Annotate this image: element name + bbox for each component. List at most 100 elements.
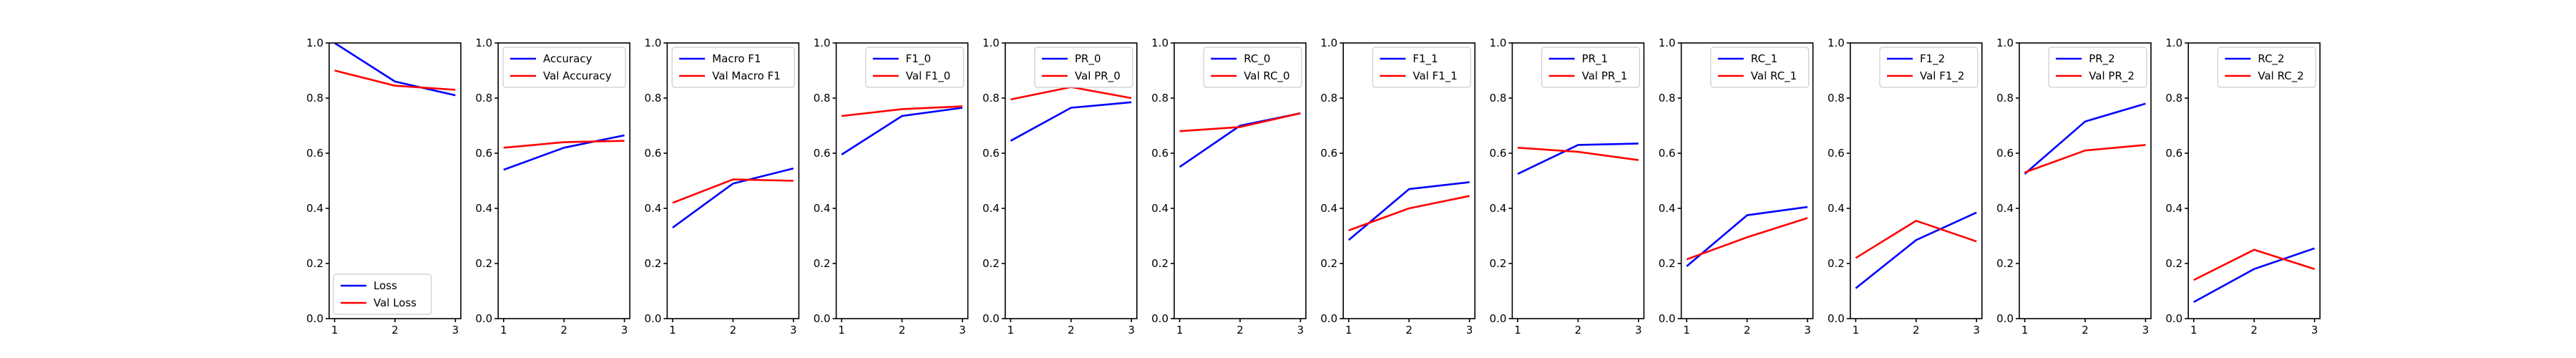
legend: PR_1 Val PR_1 (1541, 47, 1641, 88)
y-tick-label: 0.4 (475, 202, 492, 215)
legend-label: Val F1_2 (1920, 69, 1964, 83)
legend: PR_0 Val PR_0 (1034, 47, 1133, 88)
y-tick-label: 0.4 (645, 202, 662, 215)
y-tick-label: 0.2 (475, 257, 492, 270)
axes-frame (497, 42, 631, 319)
axes-frame (1680, 42, 1814, 319)
y-tick-label: 0.0 (1659, 312, 1676, 325)
y-tick-label: 0.4 (982, 202, 1000, 215)
legend-label: F1_0 (906, 52, 931, 66)
series-line-f1-2 (1855, 211, 1977, 289)
x-tick-label: 2 (1236, 324, 1244, 337)
legend-label: F1_2 (1920, 52, 1945, 66)
x-tick-label: 3 (1466, 324, 1473, 337)
subplot-6: 0.0 0.2 0.4 0.6 0.8 1.0 1 2 3 RC_0 Val RC_0 (1151, 37, 1307, 337)
series-line-val-rc-0 (1179, 112, 1301, 132)
legend-label: Val RC_1 (1751, 69, 1797, 83)
x-tick-label: 2 (1068, 324, 1075, 337)
legend-label: PR_1 (1582, 52, 1609, 66)
x-tick-label: 2 (2250, 324, 2258, 337)
legend-box (333, 274, 432, 315)
axes-frame (2187, 42, 2321, 319)
subplot-10: 0.0 0.2 0.4 0.6 0.8 1.0 1 2 3 F1_2 Val F1_2 (1828, 37, 1983, 337)
legend-label: Val F1_1 (1413, 69, 1457, 83)
legend: RC_0 Val RC_0 (1203, 47, 1302, 88)
subplot-8: 0.0 0.2 0.4 0.6 0.8 1.0 1 2 3 PR_1 Val PR_1 (1490, 37, 1645, 337)
y-tick-label: 0.6 (982, 147, 1000, 160)
subplot-7: 0.0 0.2 0.4 0.6 0.8 1.0 1 2 3 F1_1 Val F1_1 (1320, 37, 1475, 337)
y-tick-label: 0.8 (1151, 92, 1169, 105)
x-tick-label: 2 (391, 324, 399, 337)
legend-label: Accuracy (543, 52, 592, 65)
legend-label: Val Loss (374, 296, 416, 309)
series-line-val-pr-2 (2024, 144, 2146, 174)
x-tick-label: 1 (669, 324, 676, 337)
legend-box (1710, 47, 1810, 88)
axes-frame (1850, 42, 1983, 319)
legend-label: RC_2 (2258, 52, 2284, 66)
legend-box (2048, 47, 2147, 88)
series-line-rc-2 (2193, 247, 2316, 304)
y-tick-label: 0.2 (1828, 257, 1845, 270)
legend-label: Val PR_1 (1582, 69, 1628, 83)
x-tick-label: 1 (331, 324, 338, 337)
legend-box (1541, 47, 1641, 88)
x-tick-label: 2 (1744, 324, 1751, 337)
legend-box (2217, 47, 2316, 88)
y-tick-label: 0.2 (306, 257, 323, 270)
y-tick-label: 0.8 (1320, 92, 1337, 105)
axes-frame (835, 42, 969, 319)
series-line-val-accuracy (503, 140, 625, 149)
legend-label: Val PR_0 (1075, 69, 1121, 83)
y-tick-label: 0.6 (306, 147, 323, 160)
x-tick-label: 2 (2082, 324, 2089, 337)
legend-label: PR_2 (2089, 52, 2115, 66)
y-tick-label: 0.8 (1490, 92, 1507, 105)
y-tick-label: 0.4 (814, 202, 831, 215)
y-tick-label: 0.4 (1151, 202, 1169, 215)
x-tick-label: 1 (1008, 324, 1015, 337)
series-line-rc-1 (1686, 205, 1808, 267)
y-tick-label: 0.2 (645, 257, 662, 270)
y-tick-label: 0.4 (2165, 202, 2182, 215)
legend-label: Macro F1 (712, 52, 761, 65)
subplot-1: 0.0 0.2 0.4 0.6 0.8 1.0 1 2 3 Loss Val Loss (306, 37, 462, 337)
subplot-12: 0.0 0.2 0.4 0.6 0.8 1.0 1 2 3 RC_2 Val RC_2 (2165, 37, 2321, 337)
legend-label: RC_0 (1244, 52, 1270, 66)
series-line-accuracy (503, 134, 625, 171)
y-tick-label: 0.0 (1996, 312, 2014, 325)
y-tick-label: 0.4 (1659, 202, 1676, 215)
series-line-val-macro-f1 (672, 178, 794, 204)
series-line-f1-1 (1347, 181, 1470, 241)
x-tick-label: 3 (2142, 324, 2150, 337)
series-line-f1-0 (841, 107, 963, 155)
y-tick-label: 0.8 (1996, 92, 2014, 105)
y-tick-label: 0.6 (1151, 147, 1169, 160)
series-line-rc-0 (1179, 112, 1301, 168)
y-tick-label: 0.8 (814, 92, 831, 105)
x-tick-label: 1 (1345, 324, 1352, 337)
legend-box (1203, 47, 1302, 88)
legend: Loss Val Loss (333, 274, 432, 315)
x-tick-label: 3 (621, 324, 628, 337)
legend-box (502, 47, 626, 88)
series-line-pr-2 (2024, 102, 2146, 175)
axes-frame (1511, 42, 1645, 319)
x-tick-label: 3 (1128, 324, 1135, 337)
legend: RC_2 Val RC_2 (2217, 47, 2316, 88)
y-tick-label: 0.2 (2165, 257, 2182, 270)
y-tick-label: 0.8 (2165, 92, 2182, 105)
y-tick-label: 0.0 (1320, 312, 1337, 325)
y-tick-label: 0.2 (982, 257, 1000, 270)
x-tick-label: 1 (1176, 324, 1184, 337)
legend-box (865, 47, 965, 88)
x-tick-label: 3 (959, 324, 966, 337)
y-tick-label: 1.0 (475, 37, 492, 49)
legend: PR_2 Val PR_2 (2048, 47, 2147, 88)
y-tick-label: 0.6 (1490, 147, 1507, 160)
legend: Macro F1 Val Macro F1 (671, 47, 796, 88)
y-tick-label: 1.0 (982, 37, 1000, 49)
axes-frame (1005, 42, 1138, 319)
series-line-loss (333, 43, 456, 97)
